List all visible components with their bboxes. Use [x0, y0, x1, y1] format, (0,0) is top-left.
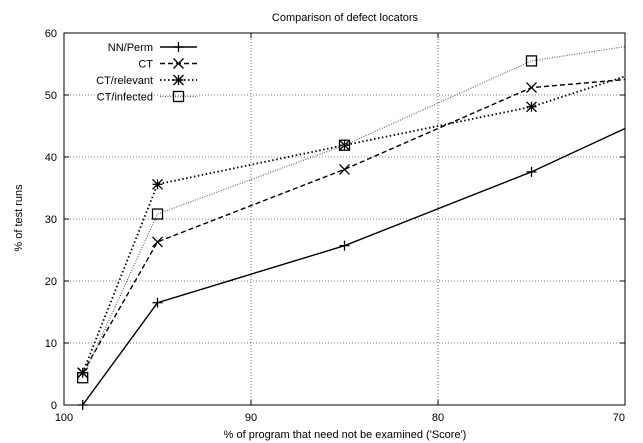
y-axis-label: % of test runs — [13, 184, 25, 252]
axis-ticks: 0 10 20 30 40 50 60 100 90 80 70 — [45, 28, 626, 424]
data-point-square — [525, 55, 538, 67]
x-tick-label: 100 — [55, 412, 73, 424]
x-tick-label: 90 — [245, 412, 257, 424]
data-point-star — [173, 74, 184, 86]
y-tick-label: 20 — [45, 276, 57, 288]
legend: NN/Perm CT CT/relevant CT/infected — [96, 42, 197, 104]
series-line-ct-infected — [82, 46, 626, 378]
y-tick-label: 40 — [45, 152, 57, 164]
data-point-plus — [173, 42, 184, 52]
grid — [64, 33, 625, 405]
data-point-star — [339, 139, 350, 151]
data-point-cross — [152, 236, 163, 248]
data-point-plus — [339, 240, 350, 251]
x-tick-label: 80 — [432, 412, 444, 424]
data-point-square — [338, 139, 351, 151]
y-tick-label: 60 — [45, 28, 57, 40]
data-point-star — [152, 178, 163, 190]
data-point-star — [526, 101, 537, 113]
data-point-cross — [173, 58, 184, 69]
data-point-square — [172, 90, 185, 103]
data-point-square — [77, 372, 89, 384]
legend-label: CT/relevant — [96, 75, 153, 87]
data-point-cross — [526, 82, 537, 94]
data-point-plus — [152, 297, 163, 308]
legend-label: CT — [138, 59, 153, 71]
legend-label: NN/Perm — [108, 42, 153, 54]
y-tick-label: 30 — [45, 214, 57, 226]
x-axis-label: % of program that need not be examined (… — [224, 429, 467, 441]
data-point-square — [151, 208, 164, 220]
y-tick-label: 50 — [45, 90, 57, 102]
series-line-nn-perm — [82, 127, 626, 406]
data-point-plus — [526, 166, 537, 177]
chart-title: Comparison of defect locators — [272, 12, 419, 24]
series-line-ct-relevant — [81, 75, 626, 374]
series-lines — [77, 46, 626, 410]
y-tick-label: 10 — [45, 338, 57, 350]
x-tick-label: 70 — [613, 412, 625, 424]
legend-label: CT/infected — [97, 92, 153, 104]
series-line-ct — [82, 78, 626, 374]
data-point-cross — [339, 163, 350, 175]
y-tick-label: 0 — [51, 400, 57, 412]
